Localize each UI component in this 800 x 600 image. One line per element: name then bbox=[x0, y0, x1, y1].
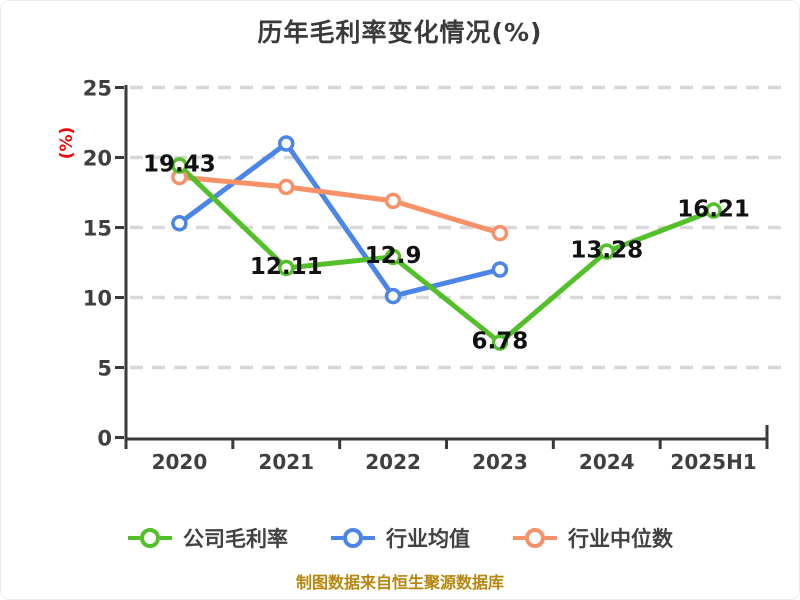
data-label-company-gross-margin: 13.28 bbox=[570, 238, 643, 264]
y-tick-label: 20 bbox=[83, 147, 112, 171]
x-tick-label: 2023 bbox=[472, 450, 528, 474]
data-point-company-gross-margin bbox=[491, 334, 509, 351]
data-point-industry-average bbox=[171, 215, 188, 232]
legend-label: 行业中位数 bbox=[568, 527, 673, 551]
legend-label: 公司毛利率 bbox=[183, 527, 288, 551]
data-label-company-gross-margin: 19.43 bbox=[143, 151, 216, 177]
x-tick-label: 2021 bbox=[258, 450, 314, 474]
y-tick-label: 5 bbox=[97, 357, 112, 381]
data-point-company-gross-margin bbox=[705, 202, 722, 219]
series-line-company-gross-margin bbox=[176, 162, 717, 346]
data-point-industry-average bbox=[491, 261, 509, 278]
data-point-company-gross-margin bbox=[598, 243, 615, 260]
legend-item-company-gross-margin[interactable]: 公司毛利率 bbox=[127, 523, 288, 553]
line-marker-icon bbox=[128, 528, 172, 548]
line-marker-icon bbox=[513, 528, 557, 548]
x-tick-label: 2025H1 bbox=[670, 450, 756, 474]
series-line-industry-median bbox=[176, 174, 503, 236]
data-point-company-gross-margin bbox=[384, 248, 402, 266]
legend-label: 行业均值 bbox=[386, 527, 470, 551]
data-point-industry-average bbox=[384, 287, 402, 305]
chart-title: 历年毛利率变化情况(%) bbox=[257, 18, 543, 47]
data-source-note: 制图数据来自恒生聚源数据库 bbox=[295, 573, 504, 592]
legend-item-industry-median[interactable]: 行业中位数 bbox=[512, 523, 673, 553]
data-label-company-gross-margin: 16.21 bbox=[677, 197, 750, 223]
y-tick-label: 25 bbox=[83, 77, 112, 101]
line-marker-icon bbox=[331, 528, 375, 548]
data-label-company-gross-margin: 12.9 bbox=[365, 243, 422, 269]
legend: 公司毛利率 行业均值 行业中位数 bbox=[1, 523, 799, 553]
legend-item-industry-average[interactable]: 行业均值 bbox=[330, 523, 470, 553]
data-point-company-gross-margin bbox=[278, 259, 295, 277]
y-tick-label: 0 bbox=[97, 427, 112, 451]
data-point-company-gross-margin bbox=[171, 157, 188, 174]
data-point-industry-median bbox=[491, 224, 509, 242]
data-label-company-gross-margin: 6.78 bbox=[472, 329, 529, 355]
x-tick-label: 2020 bbox=[152, 450, 208, 474]
data-point-industry-median bbox=[278, 178, 295, 196]
y-tick-label: 15 bbox=[83, 217, 112, 241]
data-point-industry-median bbox=[384, 192, 402, 210]
data-label-company-gross-margin: 12.11 bbox=[250, 254, 323, 280]
data-point-industry-average bbox=[278, 135, 295, 152]
x-tick-label: 2022 bbox=[365, 450, 421, 474]
y-tick-label: 10 bbox=[83, 287, 112, 311]
x-tick-label: 2024 bbox=[579, 450, 635, 474]
